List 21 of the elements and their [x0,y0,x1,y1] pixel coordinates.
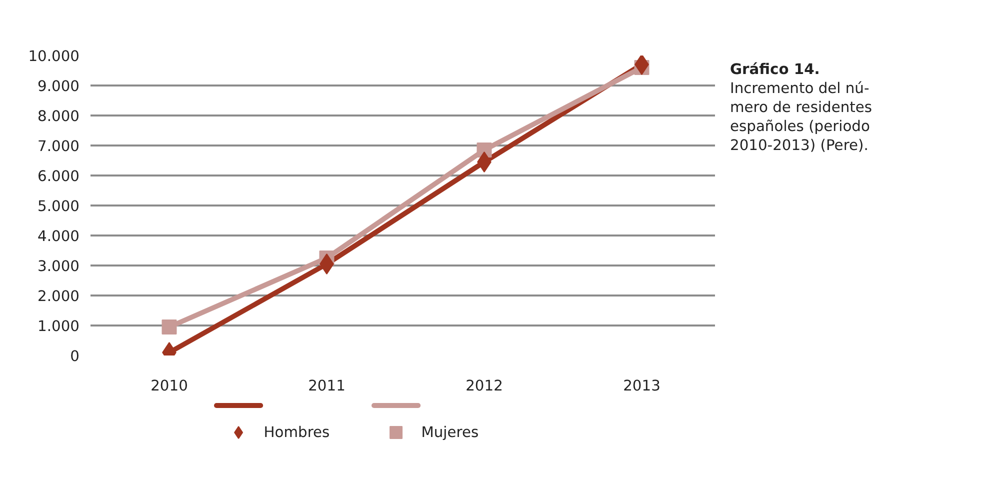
y-tick-label: 3.000 [38,258,80,275]
legend-label: Mujeres [421,424,479,441]
y-tick-label: 1.000 [38,318,80,335]
y-tick-label: 5.000 [38,198,80,215]
x-tick-label: 2013 [623,378,660,394]
y-tick-label: 7.000 [38,138,80,155]
point [162,320,177,334]
point [634,56,649,75]
y-tick-label: 0 [70,348,80,365]
y-tick-label: 8.000 [38,108,80,125]
y-tick-label: 9.000 [38,78,80,95]
x-tick-label: 2012 [466,378,503,394]
text: Gráfico 14. [730,61,820,78]
y-tick-label: 2.000 [38,288,80,305]
x-tick-label: 2011 [308,378,346,394]
text: Incremento del nú-mero de residentes españoles (periodo 2010-2013) (Pere). [730,80,872,154]
y-tick-label: 4.000 [38,228,80,245]
x-tick-label: 2010 [150,378,188,394]
legend-label: Hombres [264,424,330,441]
y-tick-label: 6.000 [38,168,80,185]
y-tick-label: 10.000 [28,48,80,65]
